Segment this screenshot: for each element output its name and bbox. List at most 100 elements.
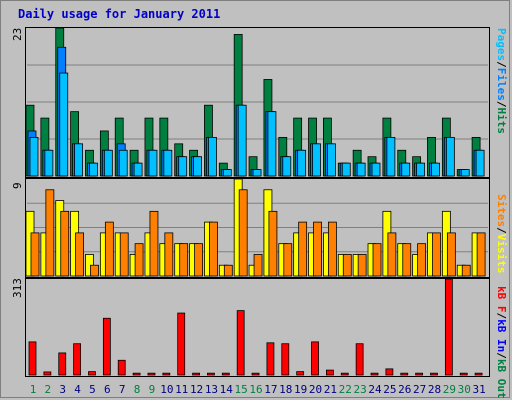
bar-sites-7 <box>119 232 129 277</box>
bar-sites-18 <box>283 243 293 277</box>
bar-sites-13 <box>209 221 218 277</box>
bar-kb-f-16 <box>251 372 260 376</box>
day-label-3: 3 <box>59 383 66 396</box>
bar-pages-24 <box>371 162 381 177</box>
bar-kb-f-9 <box>147 372 156 376</box>
bar-sites-28 <box>432 232 441 277</box>
bar-kb-f-17 <box>266 342 275 376</box>
bar-kb-f-5 <box>88 371 96 376</box>
day-label-29: 29 <box>443 383 456 396</box>
bar-kb-f-13 <box>207 372 215 376</box>
bar-sites-1 <box>30 232 40 277</box>
bar-sites-26 <box>402 243 412 277</box>
bar-sites-22 <box>342 254 352 277</box>
bar-pages-11 <box>178 156 188 177</box>
bar-sites-31 <box>476 232 486 277</box>
day-label-31: 31 <box>472 383 485 396</box>
bar-sites-27 <box>417 243 427 277</box>
day-label-12: 12 <box>190 383 203 396</box>
day-label-1: 1 <box>30 383 37 396</box>
bar-sites-11 <box>179 243 189 277</box>
bar-pages-26 <box>401 162 411 177</box>
bar-pages-1 <box>29 136 39 177</box>
bar-sites-8 <box>134 243 144 277</box>
bar-pages-28 <box>431 162 440 177</box>
bar-sites-19 <box>298 221 308 277</box>
bar-sites-12 <box>194 243 203 277</box>
bar-kb-f-25 <box>385 368 394 376</box>
bar-pages-17 <box>267 111 277 177</box>
bar-kb-f-11 <box>177 312 186 376</box>
kbytes-panel <box>25 278 490 377</box>
bar-pages-21 <box>326 143 336 177</box>
bar-kb-f-8 <box>132 372 141 376</box>
bar-pages-8 <box>133 162 143 177</box>
day-label-18: 18 <box>279 383 292 396</box>
day-label-11: 11 <box>175 383 188 396</box>
bar-pages-18 <box>282 156 292 177</box>
day-label-20: 20 <box>309 383 322 396</box>
bar-sites-21 <box>327 221 337 277</box>
day-label-17: 17 <box>264 383 277 396</box>
bar-sites-20 <box>313 221 322 277</box>
bar-kb-f-22 <box>340 372 349 376</box>
bar-kb-f-10 <box>162 372 171 376</box>
day-label-19: 19 <box>294 383 307 396</box>
bar-pages-7 <box>118 149 128 177</box>
bar-pages-25 <box>386 136 396 177</box>
bar-pages-30 <box>460 169 470 177</box>
bar-pages-2 <box>44 149 54 177</box>
bar-sites-25 <box>387 232 397 277</box>
bar-kb-f-14 <box>221 372 230 376</box>
bar-pages-9 <box>148 149 158 177</box>
bar-sites-30 <box>461 264 471 277</box>
bar-sites-15 <box>238 189 248 277</box>
bar-kb-f-7 <box>117 359 126 376</box>
bar-pages-4 <box>74 143 84 177</box>
bar-kb-f-19 <box>296 371 305 376</box>
bar-pages-3 <box>59 72 69 177</box>
bar-sites-2 <box>45 189 55 277</box>
bar-pages-15 <box>237 104 247 177</box>
bar-kb-f-21 <box>325 369 334 376</box>
day-label-5: 5 <box>89 383 96 396</box>
bar-kb-f-27 <box>415 372 424 376</box>
bar-pages-13 <box>208 136 217 177</box>
bar-kb-f-26 <box>400 372 409 376</box>
bar-kb-f-23 <box>355 343 364 376</box>
bar-kb-f-18 <box>281 343 290 376</box>
bar-kb-f-4 <box>73 343 82 376</box>
bar-pages-10 <box>163 149 173 177</box>
bar-kb-f-12 <box>192 372 200 376</box>
day-label-10: 10 <box>160 383 173 396</box>
bar-sites-10 <box>164 232 174 277</box>
bar-kb-f-15 <box>236 310 245 376</box>
bar-kb-f-3 <box>58 352 67 376</box>
day-label-28: 28 <box>428 383 441 396</box>
day-label-24: 24 <box>368 383 382 396</box>
day-label-25: 25 <box>383 383 396 396</box>
bar-sites-29 <box>446 232 456 277</box>
bar-pages-19 <box>297 149 307 177</box>
day-label-2: 2 <box>45 383 52 396</box>
bar-sites-14 <box>223 264 233 277</box>
bar-sites-3 <box>60 210 70 277</box>
bar-sites-17 <box>268 210 278 277</box>
bar-pages-27 <box>416 162 426 177</box>
day-label-6: 6 <box>104 383 111 396</box>
bar-pages-16 <box>252 169 262 177</box>
day-label-4: 4 <box>74 383 81 396</box>
day-label-22: 22 <box>339 383 352 396</box>
bar-pages-29 <box>445 136 455 177</box>
bar-kb-f-20 <box>311 341 319 376</box>
bar-kb-f-1 <box>28 341 37 376</box>
day-label-21: 21 <box>324 383 337 396</box>
day-label-14: 14 <box>220 383 234 396</box>
bar-pages-6 <box>103 149 113 177</box>
bar-kb-f-6 <box>102 317 111 376</box>
bar-kb-f-31 <box>474 372 483 376</box>
bar-pages-23 <box>356 162 366 177</box>
bar-pages-22 <box>341 162 351 177</box>
